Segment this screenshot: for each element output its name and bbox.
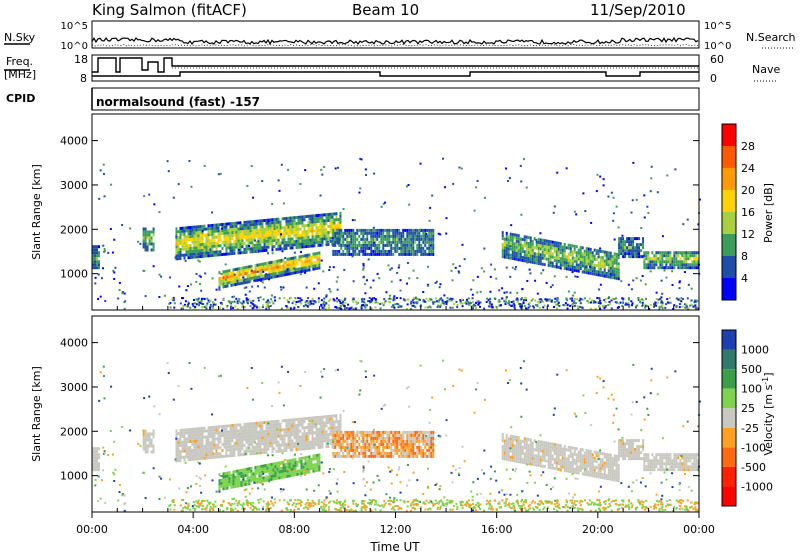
station-title: King Salmon (fitACF) <box>92 1 247 19</box>
cpid-panel: CPID normalsound (fast) -157 <box>6 87 700 111</box>
power-colorbar: 28 24 20 16 12 8 4 <box>721 123 755 301</box>
y-tick-label: 1000 <box>60 268 88 281</box>
colorbar-tick-label: 16 <box>741 206 755 219</box>
y-tick-label: 1000 <box>60 470 88 483</box>
y-tick-label: 3000 <box>60 381 88 394</box>
nsearch-tick-bottom: 10^0 <box>704 41 731 52</box>
colorbar-tick-label: -100 <box>741 441 766 454</box>
colorbar-tick-label: 100 <box>741 383 762 396</box>
colorbar-tick-label: 8 <box>741 250 748 263</box>
nsky-tick-top: 10^5 <box>61 21 88 32</box>
y-tick-label: 4000 <box>60 135 88 148</box>
colorbar-swatch <box>722 330 736 350</box>
power-ylabel: Slant Range [km] <box>30 164 43 260</box>
freq-label: Freq. <box>6 55 33 68</box>
colorbar-tick-label: 20 <box>741 184 755 197</box>
colorbar-swatch <box>722 447 736 467</box>
power-colorbar-label: Power [dB] <box>762 183 775 243</box>
velocity-y-axis: 4000 3000 2000 1000 <box>60 337 699 483</box>
x-tick-label: 20:00 <box>582 523 614 536</box>
colorbar-tick-label: -500 <box>741 461 766 474</box>
colorbar-swatch <box>722 466 736 487</box>
x-tick-label: 12:00 <box>380 523 412 536</box>
freq-tick-bottom: 8 <box>80 72 87 85</box>
nsearch-label: N.Search <box>746 31 796 44</box>
colorbar-swatch <box>722 190 736 212</box>
nave-trace <box>92 71 699 77</box>
time-axis: 00:00 04:00 08:00 12:00 16:00 20:00 00:00 <box>76 306 715 536</box>
nsky-tick-bottom: 10^0 <box>61 41 88 52</box>
x-tick-label: 00:00 <box>683 523 715 536</box>
colorbar-swatch <box>722 278 736 300</box>
x-tick-label: 08:00 <box>278 523 310 536</box>
nave-tick-top: 60 <box>710 53 724 66</box>
colorbar-swatch <box>722 256 736 278</box>
y-tick-label: 2000 <box>60 425 88 438</box>
nave-label: Nave <box>752 63 780 76</box>
freq-panel: Freq. [MHz] 18 8 60 0 Nave <box>4 53 780 85</box>
colorbar-swatch <box>722 146 736 168</box>
colorbar-tick-label: 500 <box>741 363 762 376</box>
nsearch-trace <box>91 44 699 47</box>
cpid-text: normalsound (fast) -157 <box>96 95 260 109</box>
colorbar-swatch <box>722 408 736 428</box>
colorbar-swatch <box>722 168 736 190</box>
colorbar-swatch <box>722 369 736 389</box>
colorbar-tick-label: 1000 <box>741 344 769 357</box>
beam-title: Beam 10 <box>352 1 419 19</box>
x-tick-label: 04:00 <box>177 523 209 536</box>
date-title: 11/Sep/2010 <box>590 1 686 19</box>
freq-unit-label: [MHz] <box>4 68 36 81</box>
colorbar-swatch <box>722 427 736 448</box>
colorbar-tick-label: 4 <box>741 272 748 285</box>
velocity-colorbar: 1000 500 100 25 -25 -100 -500 -1000 <box>721 329 773 507</box>
y-tick-label: 4000 <box>60 337 88 350</box>
freq-tick-top: 18 <box>74 53 88 66</box>
x-tick-label: 00:00 <box>76 523 108 536</box>
x-tick-label: 16:00 <box>481 523 513 536</box>
nsearch-tick-top: 10^5 <box>704 21 731 32</box>
nave-tick-bottom: 0 <box>710 72 717 85</box>
colorbar-swatch <box>722 388 736 409</box>
colorbar-swatch <box>722 486 736 506</box>
nsky-label: N.Sky <box>4 31 36 44</box>
velocity-colorbar-label: Velocity [m s-1] <box>761 372 775 455</box>
y-tick-label: 3000 <box>60 179 88 192</box>
time-axis-label: Time UT <box>369 540 420 554</box>
nsky-panel: N.Sky 10^5 10^0 10^5 10^0 N.Search <box>4 20 796 52</box>
colorbar-tick-label: 24 <box>741 162 755 175</box>
freq-trace <box>92 57 699 73</box>
velocity-ylabel: Slant Range [km] <box>30 366 43 462</box>
colorbar-swatch <box>722 234 736 256</box>
colorbar-tick-label: 25 <box>741 402 755 415</box>
power-y-axis: 4000 3000 2000 1000 <box>60 135 699 281</box>
velocity-panel: 4000 3000 2000 1000 Slant Range [km] 1000 50… <box>30 306 775 554</box>
colorbar-swatch <box>722 349 736 370</box>
velocity-heatmap <box>92 359 701 512</box>
colorbar-tick-label: -1000 <box>741 480 773 493</box>
colorbar-swatch <box>722 212 736 234</box>
power-panel: 4000 3000 2000 1000 Slant Range [km] 28 24 20… <box>30 113 775 311</box>
colorbar-tick-label: 12 <box>741 228 755 241</box>
power-heatmap <box>92 157 701 310</box>
cpid-label: CPID <box>6 92 35 105</box>
nsky-trace <box>91 36 699 46</box>
colorbar-tick-label: -25 <box>741 422 759 435</box>
colorbar-tick-label: 28 <box>741 140 755 153</box>
y-tick-label: 2000 <box>60 223 88 236</box>
colorbar-swatch <box>722 124 736 146</box>
